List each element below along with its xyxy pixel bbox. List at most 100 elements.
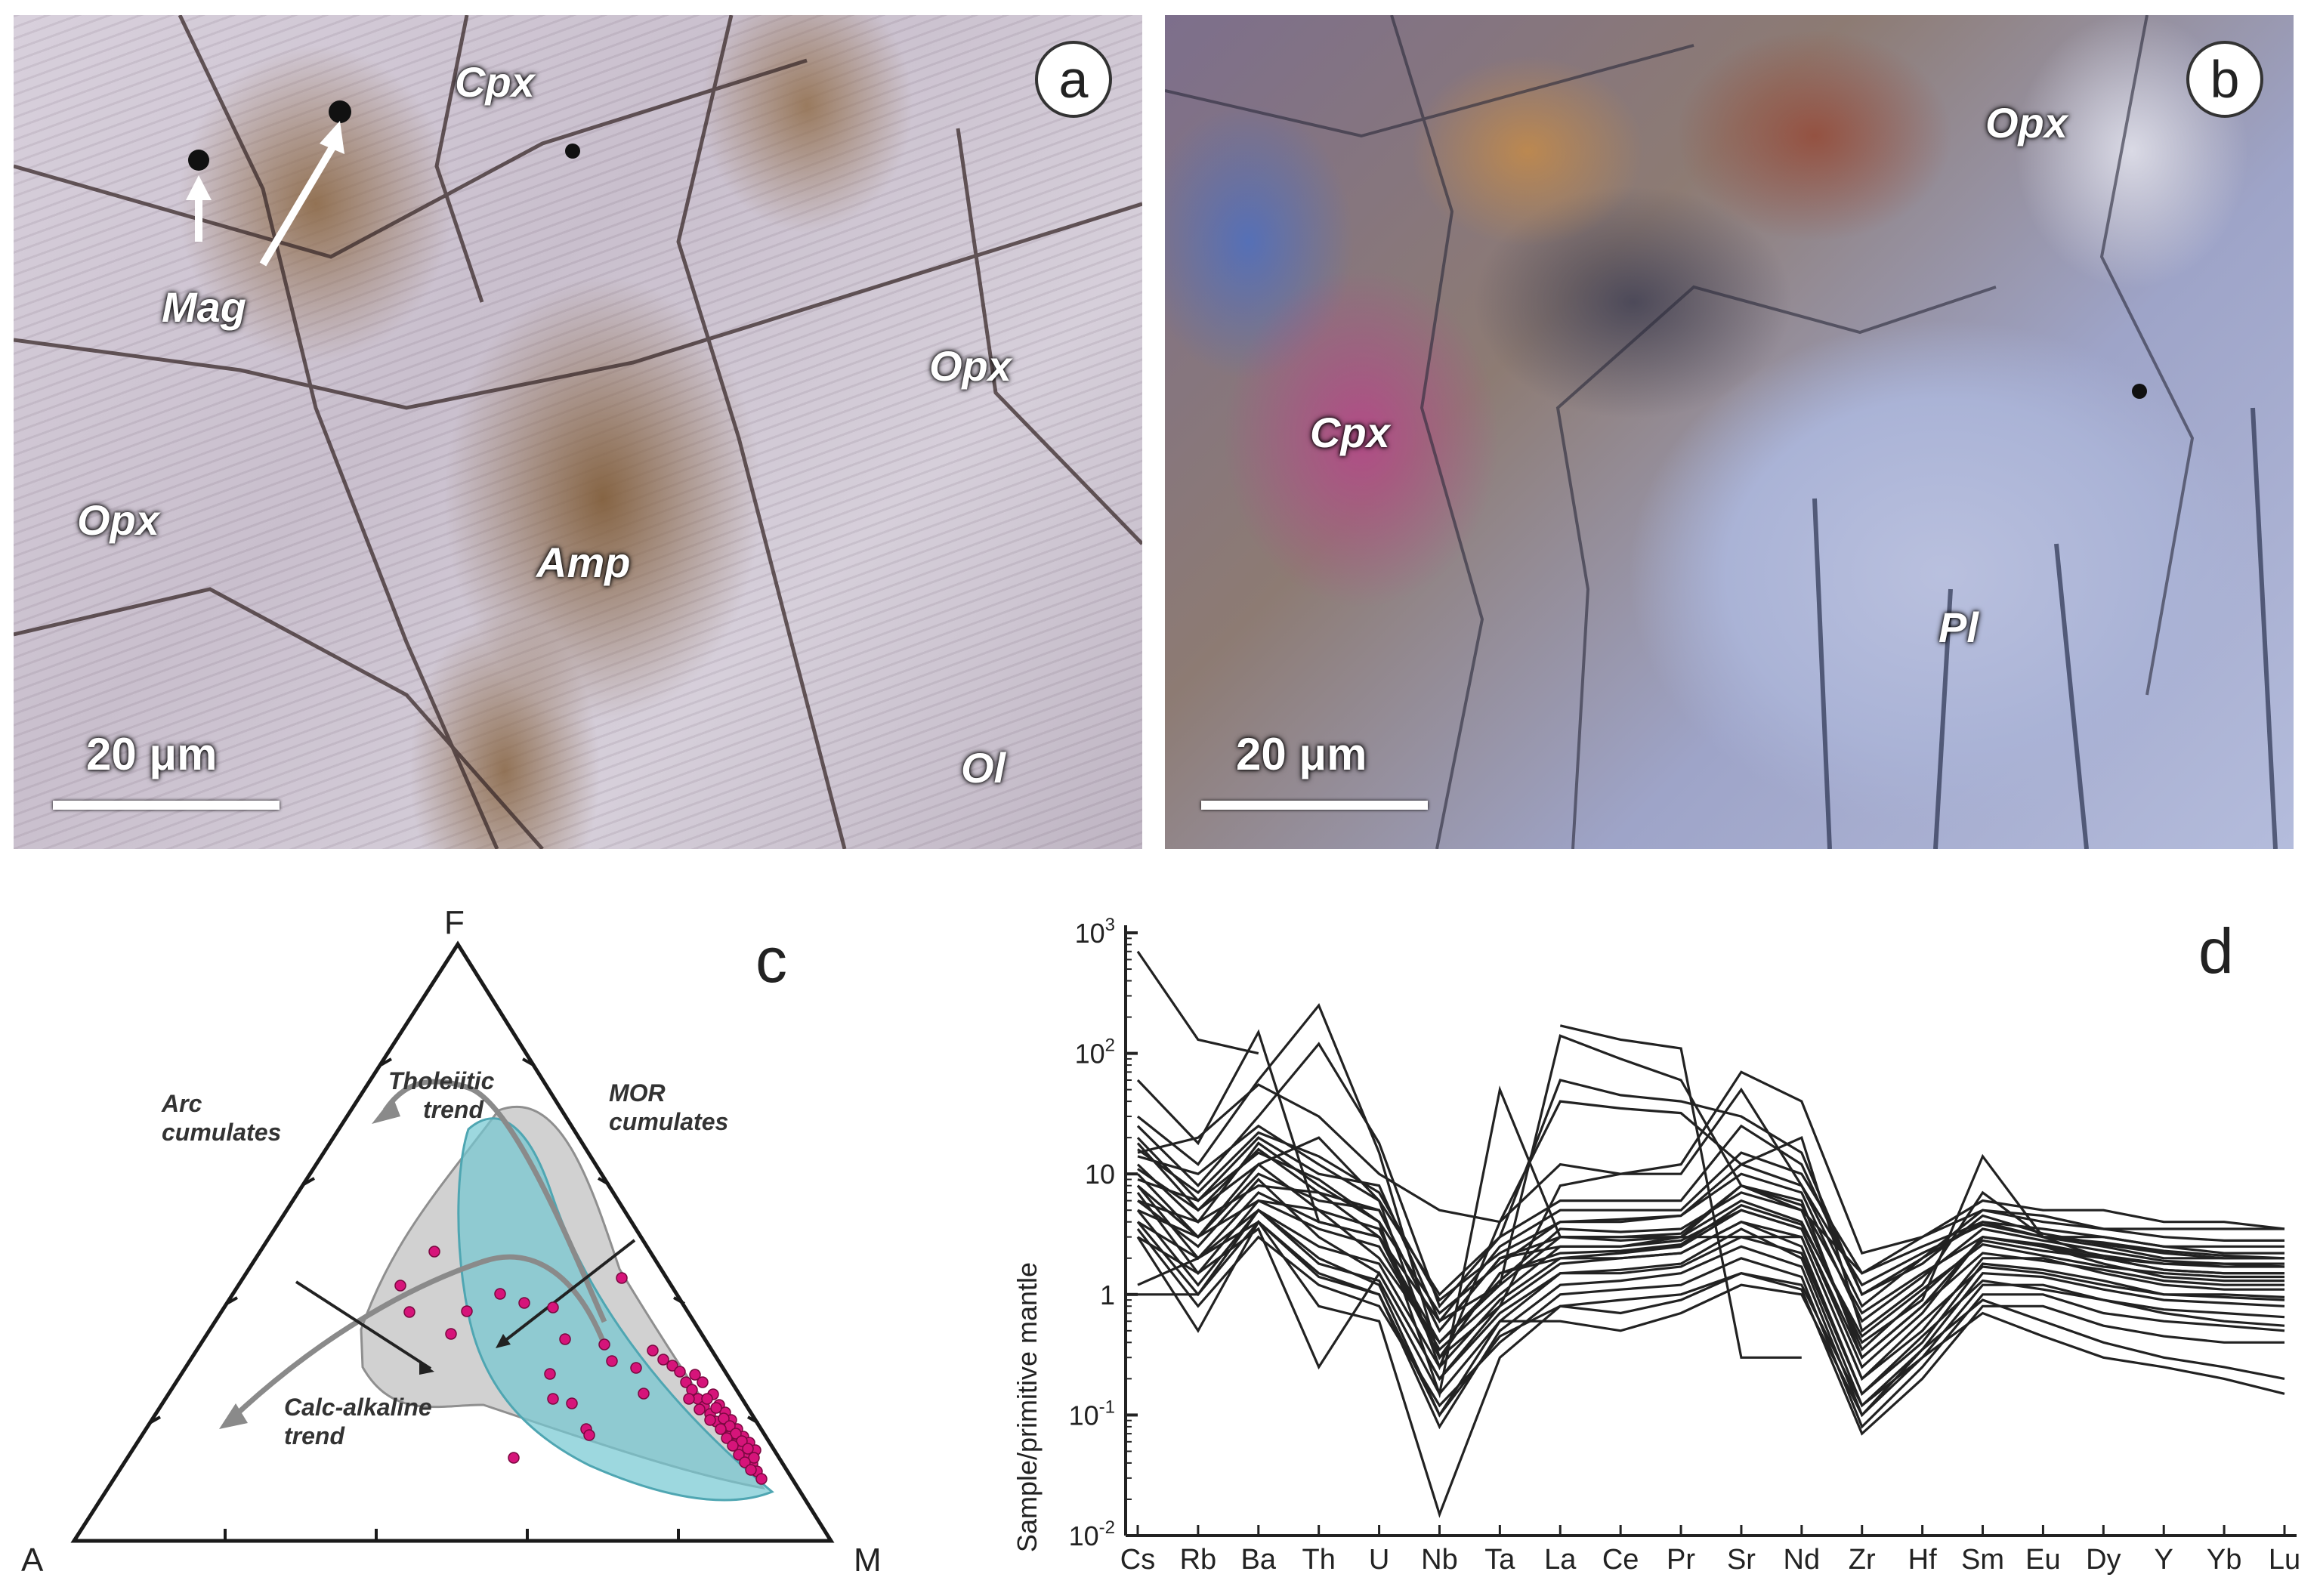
spider-series-line: [1136, 1184, 2284, 1369]
sample-point: [559, 1333, 571, 1345]
panel-badge-b: b: [2186, 41, 2263, 118]
x-tick-label: Nd: [1784, 1544, 1821, 1576]
mor-leader-line: [499, 1239, 636, 1346]
ternary-ticks: [149, 1057, 759, 1541]
sample-point: [715, 1423, 727, 1435]
x-tick-label: Sr: [1727, 1544, 1756, 1576]
sample-point: [739, 1456, 751, 1468]
label-calc-alkaline-trend: trend: [284, 1422, 345, 1449]
sample-point: [494, 1288, 506, 1300]
sample-point: [736, 1435, 748, 1447]
spider-series-line: [1136, 1228, 2285, 1429]
spider-series-line: [1137, 1131, 2285, 1302]
spider-series-line: [1136, 1219, 2284, 1518]
label-arc: Arc: [161, 1090, 202, 1117]
afm-ternary-diagram: F A M c Arc cumulates Tholeiitic trend M…: [21, 904, 882, 1579]
vertex-f: F: [444, 904, 465, 941]
calc-alkaline-trend-curve: [228, 1254, 607, 1422]
label-arc-cumulates: cumulates: [162, 1119, 281, 1146]
sample-point: [518, 1297, 530, 1309]
sample-point: [730, 1428, 742, 1440]
spider-series-line: [1136, 1042, 2284, 1309]
y-tick-label: 10: [1085, 1159, 1115, 1190]
spider-series-line: [1136, 1100, 2284, 1371]
label-mor-cumulates: cumulates: [609, 1108, 728, 1135]
x-tick-label: Yb: [2207, 1544, 2241, 1576]
sample-point: [547, 1301, 559, 1314]
label-opx-left: Opx: [77, 496, 159, 544]
vertex-m: M: [854, 1542, 882, 1579]
sample-point: [657, 1354, 669, 1366]
sample-point: [428, 1246, 440, 1258]
sample-point: [445, 1328, 457, 1340]
scale-bar-label-b: 20 μm: [1236, 729, 1367, 779]
tholeiitic-arrowhead: [372, 1097, 400, 1124]
label-mor: MOR: [609, 1079, 666, 1107]
sample-point: [566, 1397, 578, 1409]
photomicrograph-a: Cpx Mag Opx Opx Amp Ol 20 μm a: [14, 15, 1142, 849]
sample-point: [694, 1403, 706, 1415]
x-tick-label: Lu: [2269, 1544, 2300, 1576]
spider-series-line: [1136, 950, 1259, 1055]
sample-point: [697, 1376, 709, 1388]
sample-point: [689, 1369, 701, 1381]
x-tick-label: Nb: [1421, 1544, 1458, 1576]
x-tick-label: Th: [1302, 1544, 1336, 1576]
sample-points: [394, 1246, 768, 1485]
spider-series: [1136, 950, 2285, 1518]
x-tick-label: U: [1369, 1544, 1389, 1576]
label-pl: Pl: [1938, 604, 1979, 651]
y-tick-label: 10-1: [1069, 1397, 1115, 1431]
label-tholeiitic: Tholeiitic: [388, 1067, 495, 1094]
x-tick-label: Dy: [2086, 1544, 2121, 1576]
sample-point: [683, 1393, 695, 1405]
sample-point: [394, 1280, 406, 1292]
photo-a-texture: [14, 15, 1142, 849]
sample-point: [647, 1344, 659, 1357]
sample-point: [616, 1272, 628, 1284]
sample-point: [718, 1412, 730, 1425]
sample-point: [547, 1393, 559, 1405]
x-tick-label: Ba: [1241, 1544, 1277, 1576]
sample-point: [674, 1366, 686, 1378]
sample-point: [598, 1338, 610, 1351]
photomicrograph-b: Opx Cpx Pl 20 μm b: [1165, 15, 2294, 849]
x-tick-label: Cs: [1120, 1544, 1155, 1576]
panel-letter-c: c: [755, 925, 787, 996]
calc-alkaline-arrowhead: [219, 1403, 248, 1429]
sample-point: [606, 1355, 618, 1367]
ternary-triangle: [70, 940, 835, 1543]
sample-point: [748, 1452, 760, 1464]
sample-point: [704, 1414, 716, 1426]
sample-point: [583, 1429, 595, 1441]
x-tick-label: Y: [2155, 1544, 2173, 1576]
sample-point: [630, 1362, 642, 1374]
x-tick-label: Ce: [1602, 1544, 1639, 1576]
spider-series-line: [1137, 1002, 2285, 1360]
x-tick-label: La: [1544, 1544, 1577, 1576]
x-tick-label: Zr: [1849, 1544, 1876, 1576]
panel-badge-a: a: [1035, 41, 1112, 118]
spider-series-line: [1559, 1024, 1802, 1359]
x-tick-label: Eu: [2025, 1544, 2060, 1576]
spider-series-line: [1137, 1083, 2284, 1308]
spider-series-line: [1136, 1208, 2285, 1418]
spider-y-axis-label: Sample/primitive mantle: [1012, 1262, 1043, 1552]
label-opx-b: Opx: [1985, 99, 2068, 147]
sample-point: [733, 1449, 745, 1461]
photo-b-texture: [1165, 15, 2278, 849]
arc-leader-line: [295, 1280, 432, 1370]
label-tholeiitic-trend: trend: [423, 1096, 484, 1123]
label-opx-right: Opx: [929, 342, 1012, 390]
sample-point: [403, 1306, 415, 1318]
sample-point: [680, 1376, 692, 1388]
mor-cumulates-field: [457, 1117, 774, 1502]
sample-point: [638, 1388, 650, 1400]
sample-point: [755, 1473, 768, 1485]
y-tick-label: 1: [1100, 1280, 1115, 1310]
sample-point: [666, 1360, 678, 1372]
label-cpx-a: Cpx: [455, 58, 535, 106]
spider-series-line: [1137, 1209, 2285, 1381]
tholeiitic-trend-curve: [383, 1079, 607, 1323]
